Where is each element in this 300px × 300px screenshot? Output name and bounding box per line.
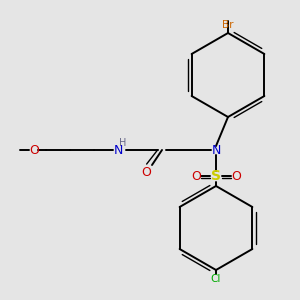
Text: S: S — [211, 169, 221, 183]
Text: H: H — [119, 138, 127, 148]
Text: O: O — [29, 143, 39, 157]
Text: O: O — [141, 167, 151, 179]
Text: Cl: Cl — [211, 274, 221, 284]
Text: N: N — [211, 143, 221, 157]
Text: N: N — [113, 143, 123, 157]
Text: O: O — [231, 169, 241, 182]
Text: O: O — [191, 169, 201, 182]
Text: Br: Br — [222, 20, 234, 30]
